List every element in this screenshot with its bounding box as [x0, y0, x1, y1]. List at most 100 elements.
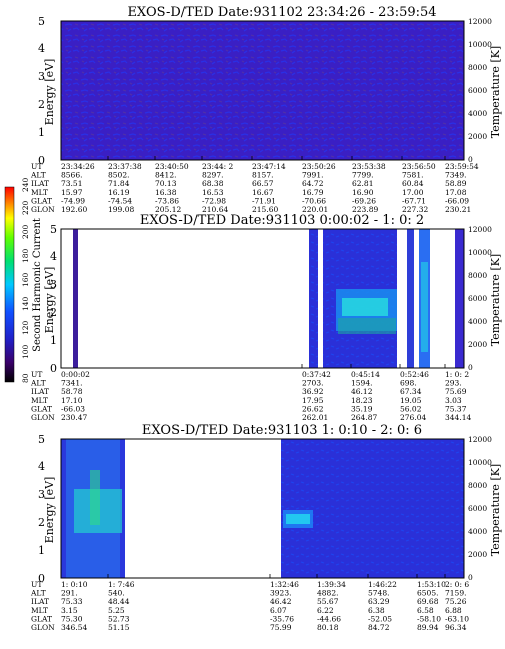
footer-cell: 63.29 — [368, 597, 390, 606]
footer-cell: 1: 7:46 — [108, 580, 135, 589]
panel-2-peak-region — [342, 298, 388, 316]
footer-cell: 16.79 — [302, 188, 324, 197]
colorbar-tick: 220 — [21, 200, 30, 215]
footer-cell: 46.42 — [270, 597, 292, 606]
footer-cell: 96.34 — [445, 623, 467, 632]
panel-2-ytick: 3 — [50, 278, 57, 291]
colorbar-tick: 80 — [21, 373, 30, 383]
panel-2-ylabel-right: Temperature [K] — [489, 254, 502, 346]
footer-cell: 6.38 — [368, 606, 385, 615]
footer-cell: 1: 0:10 — [61, 580, 88, 589]
panel-3-peak-region — [286, 514, 310, 524]
footer-cell: -72.98 — [202, 196, 226, 205]
panel-3: EXOS-D/TED Date:931103 1: 0:10 - 2: 0: 6… — [30, 423, 502, 632]
footer-cell: 205.12 — [155, 205, 181, 214]
footer-cell: 17.95 — [302, 396, 324, 405]
footer-cell: -58.10 — [417, 614, 441, 623]
footer-row-label: GLON — [31, 623, 55, 632]
footer-cell: 7991. — [302, 171, 323, 180]
colorbar-tick: 200 — [21, 224, 30, 239]
footer-cell: 293. — [445, 379, 462, 388]
panel-2-rtick: 12000 — [468, 225, 492, 234]
footer-cell: 46.12 — [351, 387, 373, 396]
colorbar-label: Second Harmonic Current — [32, 218, 43, 352]
footer-row-label: UT — [31, 162, 42, 171]
footer-cell: 19.05 — [400, 396, 422, 405]
footer-cell: 220.01 — [302, 205, 328, 214]
footer-cell: 8412. — [155, 171, 176, 180]
footer-cell: 16.67 — [252, 188, 274, 197]
footer-cell: 0:52:46 — [400, 370, 429, 379]
panel-2: EXOS-D/TED Date:931103 0:00:02 - 1: 0: 2… — [30, 213, 502, 422]
panel-3-ytick: 1 — [38, 544, 45, 557]
panel-3-ytick: 4 — [38, 460, 45, 473]
footer-row-label: GLAT — [31, 196, 52, 205]
panel-2-footer: UTALTILATMLTGLATGLON0:00:027341.58.7817.… — [30, 364, 471, 422]
colorbar-tick: 120 — [21, 320, 30, 335]
panel-1: EXOS-D/TED Date:931102 23:34:26 - 23:59:… — [30, 5, 502, 214]
footer-row-label: GLAT — [31, 404, 52, 413]
footer-cell: 2703. — [302, 379, 323, 388]
footer-cell: 23:50:26 — [302, 162, 336, 171]
colorbar-tick: 160 — [21, 272, 30, 287]
footer-cell: 80.18 — [317, 623, 339, 632]
footer-cell: 7581. — [402, 171, 423, 180]
footer-cell: 344.14 — [445, 413, 471, 422]
panel-1-rtick: 12000 — [468, 17, 492, 26]
footer-cell: 68.38 — [202, 179, 224, 188]
panel-3-green-band — [90, 470, 100, 525]
footer-cell: 8566. — [61, 171, 82, 180]
footer-cell: 75.33 — [61, 597, 83, 606]
footer-cell: 6505. — [417, 589, 438, 598]
footer-cell: 23:34:26 — [61, 162, 95, 171]
colorbar: 80 100 120 140 160 180 200 220 240 Secon… — [4, 177, 43, 383]
panel-2-data-block — [407, 229, 414, 368]
footer-cell: 51.15 — [108, 623, 130, 632]
footer-cell: 2: 0: 6 — [445, 580, 469, 589]
footer-cell: 16.38 — [155, 188, 177, 197]
footer-cell: 291. — [61, 589, 78, 598]
footer-cell: 17.00 — [402, 188, 424, 197]
footer-cell: 1:53:10 — [417, 580, 446, 589]
footer-cell: 264.87 — [351, 413, 377, 422]
footer-cell: -73.86 — [155, 196, 179, 205]
footer-cell: 230.47 — [61, 413, 87, 422]
panel-2-left-ticks: 0 1 2 3 4 5 — [50, 223, 57, 375]
panel-3-rtick: 2000 — [468, 550, 487, 559]
panel-2-ytick: 0 — [50, 362, 57, 375]
footer-row-label: GLON — [31, 205, 55, 214]
panel-2-rtick: 2000 — [468, 340, 487, 349]
footer-cell: -74.99 — [61, 196, 85, 205]
footer-cell: 66.57 — [252, 179, 274, 188]
footer-cell: 16.90 — [352, 188, 374, 197]
panel-2-ytick: 2 — [50, 306, 57, 319]
footer-cell: 3.03 — [445, 396, 462, 405]
footer-cell: -71.91 — [252, 196, 276, 205]
panel-3-ylabel: Energy [eV] — [43, 477, 56, 544]
footer-cell: 3.15 — [61, 606, 78, 615]
footer-row-label: MLT — [31, 188, 48, 197]
footer-cell: 69.68 — [417, 597, 439, 606]
colorbar-gradient — [4, 186, 15, 383]
footer-row-label: ALT — [30, 171, 46, 180]
footer-row-label: ILAT — [31, 597, 49, 606]
footer-cell: 17.10 — [61, 396, 83, 405]
panel-3-title: EXOS-D/TED Date:931103 1: 0:10 - 2: 0: 6 — [142, 423, 422, 438]
footer-cell: 62.81 — [352, 179, 373, 188]
footer-cell: 67.34 — [400, 387, 422, 396]
panel-2-data-block — [73, 229, 78, 368]
footer-cell: 1: 0: 2 — [445, 370, 469, 379]
footer-row-label: GLAT — [31, 614, 52, 623]
panel-1-frame — [60, 20, 465, 161]
footer-cell: -63.10 — [445, 614, 469, 623]
footer-cell: 23:59:54 — [445, 162, 479, 171]
footer-cell: 7159. — [445, 589, 466, 598]
footer-cell: 23:44: 2 — [202, 162, 234, 171]
panel-3-ytick: 5 — [38, 433, 45, 446]
panel-2-data-blocks — [73, 229, 464, 368]
colorbar-tick: 240 — [21, 177, 30, 192]
panel-3-frame — [60, 438, 465, 579]
panel-2-rtick: 0 — [468, 363, 473, 372]
footer-cell: 35.19 — [351, 404, 373, 413]
footer-cell: 540. — [108, 589, 125, 598]
